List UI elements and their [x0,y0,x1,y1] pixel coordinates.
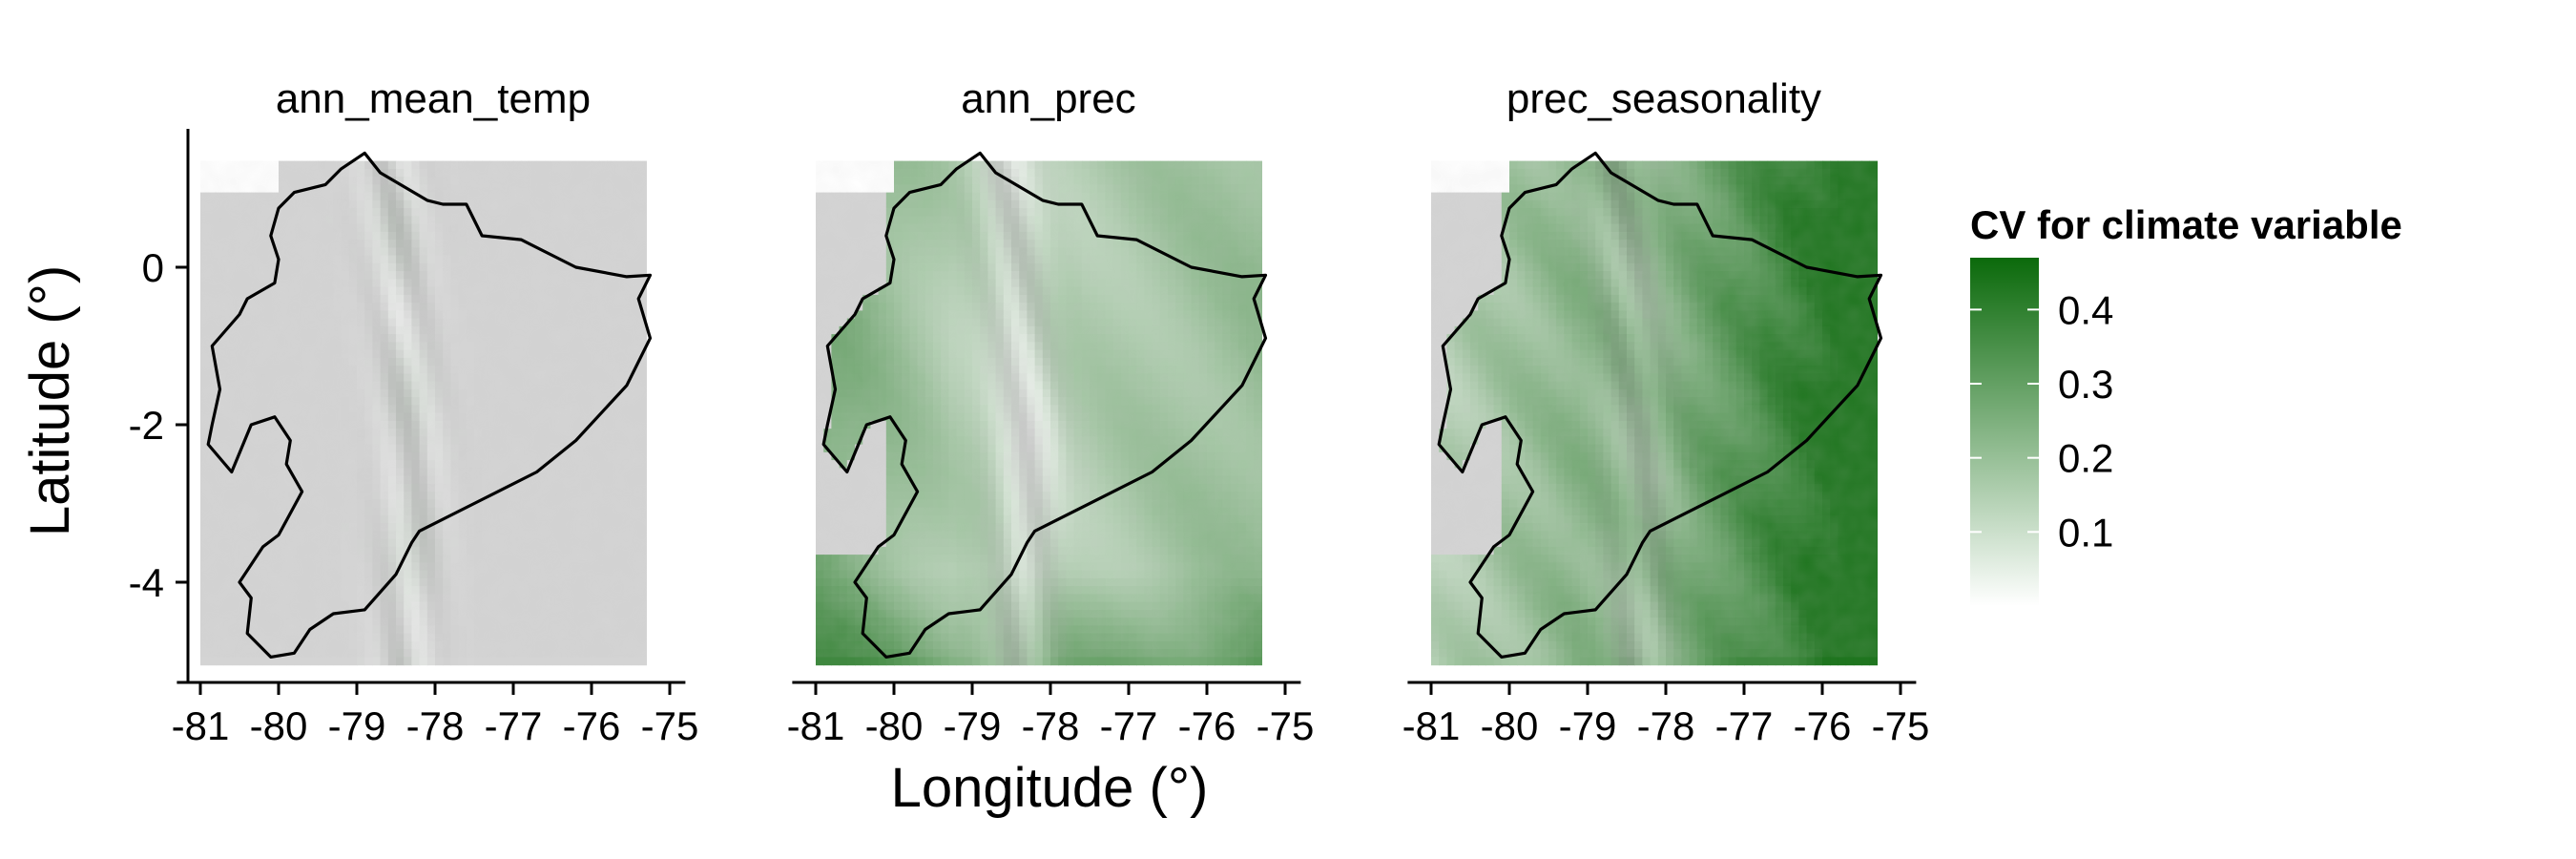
raster-cell [200,657,209,666]
raster-cell [208,657,217,666]
raster-cell [387,657,397,666]
raster-cell [419,657,428,666]
x-tick-label: -75 [641,703,699,748]
x-tick-label: -81 [172,703,230,748]
raster-cell [255,657,264,666]
x-tick-label: -79 [328,703,386,748]
raster-cell [450,657,460,666]
raster-cell [575,657,585,666]
raster-cell [270,657,280,666]
raster-cell [560,657,569,666]
terrain-texture [200,160,647,658]
x-axis: -81 -80 -79 -78 -77 -76 -75 [172,681,699,748]
raster-cell [536,657,546,666]
raster-cell [333,657,343,666]
raster-cell [348,657,358,666]
raster-cell [466,657,475,666]
raster-cell [552,657,561,666]
raster-cell [638,657,647,666]
raster-cell [247,657,256,666]
raster-cell [474,657,483,666]
raster-cell [294,657,303,666]
x-tick-label: -76 [563,703,621,748]
raster-cell [231,657,240,666]
raster-cell [513,657,522,666]
raster-cell [223,657,233,666]
country-outline [206,151,653,659]
panel-group: ann_mean_temp -81 -80 -79 -78 -77 -76 -75 ann_pr… [172,75,1930,748]
raster-cell [497,657,507,666]
raster-cell [529,657,538,666]
raster-cell [614,657,624,666]
map-panel-ann-prec: ann_prec-81 -80 -79 -78 -77 -76 -75 [787,75,1315,748]
raster-cell [262,657,272,666]
raster-cell [443,657,451,666]
raster-cell [380,657,389,666]
raster-cell [216,657,225,666]
raster-cell [599,657,608,666]
raster-cell [411,657,421,666]
raster-cell [631,657,639,666]
raster-cell [482,657,490,666]
map-panel-ann-mean-temp: ann_mean_temp -81 -80 -79 -78 -77 -76 -75 [172,75,699,748]
raster-cell [583,657,592,666]
x-tick-label: -77 [485,703,543,748]
raster-cell [458,657,467,666]
x-tick-label: -78 [406,703,465,748]
raster-cell [301,657,311,666]
raster-cell [341,657,350,666]
raster-cell [372,657,382,666]
x-tick-label: -80 [250,703,308,748]
raster-cell [622,657,632,666]
raster-cell [607,657,616,666]
raster-cell [357,657,365,666]
raster-cell [396,657,405,666]
raster-cell [426,657,436,666]
raster-cell [521,657,530,666]
raster-cell [505,657,514,666]
raster-cell [309,657,319,666]
raster-cell [239,657,248,666]
raster-cell [489,657,499,666]
raster-cell [592,657,600,666]
raster-cell [279,657,287,666]
raster-cell [568,657,577,666]
raster-cell [286,657,295,666]
raster-cell [435,657,444,666]
raster-cell [318,657,326,666]
raster-cell [404,657,412,666]
raster-cell [325,657,334,666]
raster-cell [544,657,553,666]
panel-title: ann_mean_temp [276,75,591,122]
raster-cell [364,657,373,666]
